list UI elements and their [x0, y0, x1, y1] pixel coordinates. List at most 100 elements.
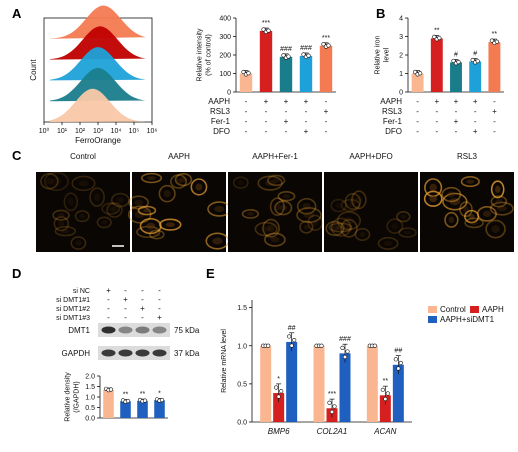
data-point [393, 357, 398, 362]
y-tick-label: 3 [399, 34, 403, 41]
cell [476, 206, 497, 222]
blot-band [118, 349, 133, 357]
condition-mark: - [325, 117, 328, 126]
condition-mark: - [325, 97, 328, 106]
condition-label: si DMT1#3 [56, 315, 90, 322]
condition-mark: - [285, 107, 288, 116]
data-point [383, 396, 388, 402]
cell-nucleus [383, 240, 393, 246]
bar [260, 345, 272, 422]
cell-nucleus [302, 202, 311, 210]
cell [70, 236, 87, 250]
condition-mark: - [245, 117, 248, 126]
cell-nucleus [101, 220, 108, 225]
cell-nucleus [106, 206, 115, 212]
condition-mark: + [106, 286, 111, 295]
condition-mark: - [158, 295, 161, 304]
data-point [326, 43, 331, 48]
data-point [279, 389, 284, 394]
data-point [276, 394, 281, 399]
condition-mark: - [107, 313, 110, 322]
condition-mark: + [304, 97, 309, 106]
histogram-curve-5 [50, 88, 146, 122]
condition-mark: - [124, 286, 127, 295]
panel-letter-b: B [376, 6, 385, 21]
cell-nucleus [143, 208, 151, 213]
histogram-tick-label: 10² [75, 128, 86, 135]
panel-letter-e: E [206, 266, 215, 281]
y-tick-label: 200 [219, 53, 231, 60]
cell [490, 195, 508, 208]
cell [139, 217, 162, 235]
cell [336, 211, 361, 231]
y-tick-label: 4 [399, 16, 403, 23]
bar [392, 364, 404, 422]
cell-nucleus [429, 183, 437, 192]
condition-mark: - [416, 117, 419, 126]
condition-mark: - [141, 295, 144, 304]
condition-mark: - [305, 117, 308, 126]
microscopy-label: AAPH [168, 152, 190, 161]
condition-label: si NC [73, 288, 90, 295]
cell [137, 205, 157, 216]
microscopy-tile [228, 172, 322, 252]
significance-label: *** [328, 391, 336, 398]
condition-mark: - [107, 304, 110, 313]
y-tick-label: 100 [219, 71, 231, 78]
data-point [372, 343, 377, 348]
data-point [380, 387, 385, 392]
cell-nucleus [175, 178, 182, 185]
bar [379, 395, 391, 422]
cell [101, 202, 121, 215]
cell [277, 191, 296, 202]
condition-mark: - [158, 286, 161, 295]
cell [340, 198, 361, 212]
microscopy-label: RSL3 [457, 152, 478, 161]
cell-nucleus [279, 204, 287, 211]
condition-mark: - [416, 107, 419, 116]
cell [340, 218, 358, 238]
y-axis-label: Relative iron level [375, 35, 391, 74]
condition-mark: - [265, 127, 268, 136]
cell-nucleus [466, 179, 475, 184]
cell-nucleus [391, 223, 399, 230]
cell [325, 220, 345, 236]
condition-mark: + [473, 97, 478, 106]
data-point [340, 345, 345, 350]
cell [459, 201, 473, 218]
condition-mark: - [435, 107, 438, 116]
blot-kda: 37 kDa [174, 349, 200, 358]
cell-nucleus [93, 193, 101, 202]
condition-mark: - [493, 127, 496, 136]
cell-nucleus [146, 222, 156, 230]
cell [149, 229, 165, 240]
condition-mark: - [493, 97, 496, 106]
cell [158, 184, 176, 203]
y-tick-label: 1.0 [237, 343, 247, 350]
data-point [494, 39, 500, 44]
cell-nucleus [270, 236, 280, 243]
histogram-curve-3 [50, 47, 146, 81]
blot-strip [98, 346, 170, 360]
significance-label: # [473, 51, 477, 58]
y-axis-label: Relative density (/GAPDH) [65, 372, 81, 422]
cell-nucleus [336, 223, 346, 232]
cell [354, 227, 371, 241]
cell [40, 173, 59, 190]
condition-mark: - [435, 127, 438, 136]
y-tick-label: 1.0 [85, 395, 95, 402]
microscopy-tile [36, 172, 130, 252]
cell [296, 207, 322, 224]
blot-band [135, 349, 150, 357]
cell [460, 175, 480, 188]
cell-nucleus [448, 216, 455, 224]
data-point [470, 57, 475, 63]
cell [257, 175, 283, 191]
condition-mark: - [245, 107, 248, 116]
histogram-tick-label: 10⁵ [129, 128, 140, 135]
data-point [281, 53, 286, 58]
condition-mark: - [455, 107, 458, 116]
cell-nucleus [179, 177, 188, 183]
condition-mark: + [140, 304, 145, 313]
